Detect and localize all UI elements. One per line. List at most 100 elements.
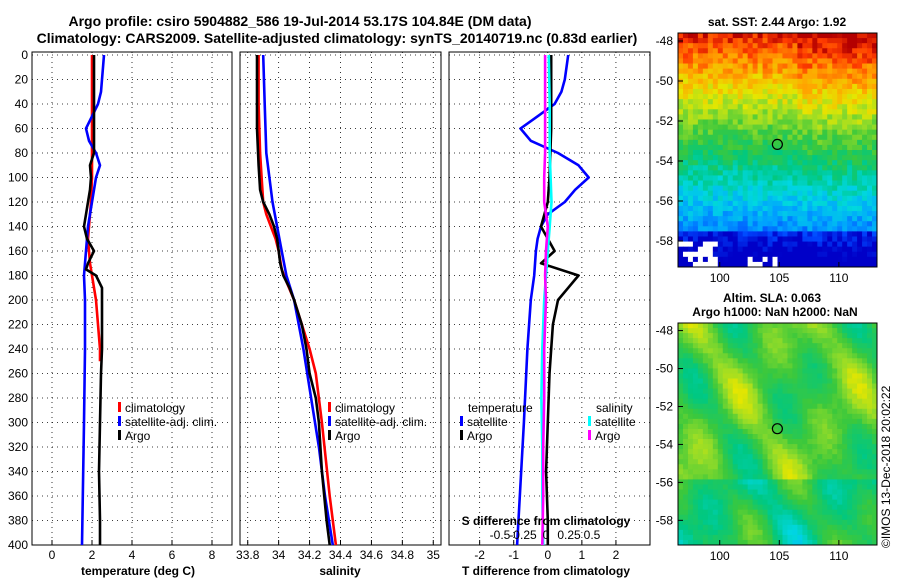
map-cell (678, 509, 684, 516)
map-cell (722, 423, 729, 430)
map-cell (842, 63, 848, 70)
map-cell (797, 94, 803, 100)
map-cell (837, 484, 843, 490)
map-cell (862, 236, 868, 242)
map-cell (792, 134, 798, 141)
map-cell (832, 509, 838, 516)
map-cell (807, 358, 813, 364)
map-cell (872, 43, 878, 49)
map-cell (862, 211, 868, 217)
salinity-grid (240, 52, 441, 546)
map-cell (717, 226, 724, 232)
map-cell (732, 195, 739, 202)
map-cell (692, 479, 699, 485)
map-cell (682, 474, 689, 480)
map-cell (857, 333, 863, 339)
map-cell (817, 231, 823, 237)
map-cell (862, 109, 868, 115)
map-cell (797, 88, 803, 95)
map-cell (752, 129, 759, 136)
map-cell (797, 114, 803, 120)
map-cell (802, 323, 808, 329)
map-cell (802, 418, 808, 425)
map-cell (837, 393, 843, 400)
map-cell (692, 358, 699, 364)
map-cell (827, 353, 833, 359)
map-cell (852, 423, 858, 430)
map-cell (737, 504, 744, 511)
map-cell (732, 348, 739, 354)
map-cell (772, 418, 778, 425)
map-cell (772, 393, 778, 400)
map-cell (802, 514, 808, 521)
map-cell (707, 509, 714, 516)
map-cell (722, 114, 729, 120)
map-cell (842, 499, 848, 506)
xtick-label: 34.8 (391, 548, 415, 562)
map-cell (752, 529, 759, 536)
map-cell (687, 256, 694, 263)
map-cell (722, 150, 729, 156)
temperature-xlabel: temperature (deg C) (81, 564, 195, 578)
map-cell (697, 200, 704, 207)
map-cell (742, 261, 749, 268)
map-cell (757, 353, 763, 359)
map-cell (832, 226, 838, 232)
map-cell (702, 104, 709, 110)
map-cell (827, 58, 833, 64)
map-cell (792, 216, 798, 222)
map-cell (812, 358, 818, 364)
map-cell (707, 170, 714, 176)
map-cell (717, 241, 724, 248)
map-cell (697, 109, 704, 115)
map-cell (777, 236, 783, 242)
map-cell (782, 150, 788, 156)
map-cell (692, 170, 699, 176)
map-cell (862, 241, 868, 248)
map-cell (742, 454, 749, 460)
map-cell (742, 398, 749, 405)
map-cell (822, 479, 828, 485)
map-cell (757, 469, 763, 475)
map-cell (812, 454, 818, 460)
map-cell (852, 73, 858, 80)
map-cell (857, 378, 863, 384)
map-cell (722, 519, 729, 526)
map-cell (807, 78, 813, 85)
map-cell (782, 144, 788, 151)
map-cell (727, 484, 734, 490)
map-cell (702, 423, 709, 430)
map-cell (702, 129, 709, 136)
map-cell (762, 73, 768, 80)
map-cell (757, 68, 763, 75)
map-cell (797, 231, 803, 237)
map-cell (678, 534, 684, 541)
map-cell (822, 236, 828, 242)
map-cell (687, 231, 694, 237)
map-cell (702, 403, 709, 410)
map-cell (862, 33, 868, 39)
map-cell (837, 48, 843, 54)
map-cell (762, 444, 768, 450)
map-cell (872, 499, 878, 506)
map-cell (787, 119, 793, 125)
map-cell (842, 78, 848, 85)
map-cell (752, 246, 759, 253)
map-cell (827, 464, 833, 470)
map-cell (757, 504, 763, 511)
map-cell (757, 464, 763, 470)
map-cell (717, 261, 724, 268)
map-cell (747, 236, 754, 242)
map-cell (817, 413, 823, 420)
map-cell (802, 73, 808, 80)
map-cell (822, 514, 828, 521)
map-cell (802, 439, 808, 445)
map-cell (687, 200, 694, 207)
map-cell (702, 73, 709, 80)
map-cell (697, 94, 704, 100)
map-cell (807, 323, 813, 329)
map-cell (842, 180, 848, 187)
map-cell (707, 363, 714, 369)
map-cell (772, 190, 778, 197)
map-cell (702, 99, 709, 105)
